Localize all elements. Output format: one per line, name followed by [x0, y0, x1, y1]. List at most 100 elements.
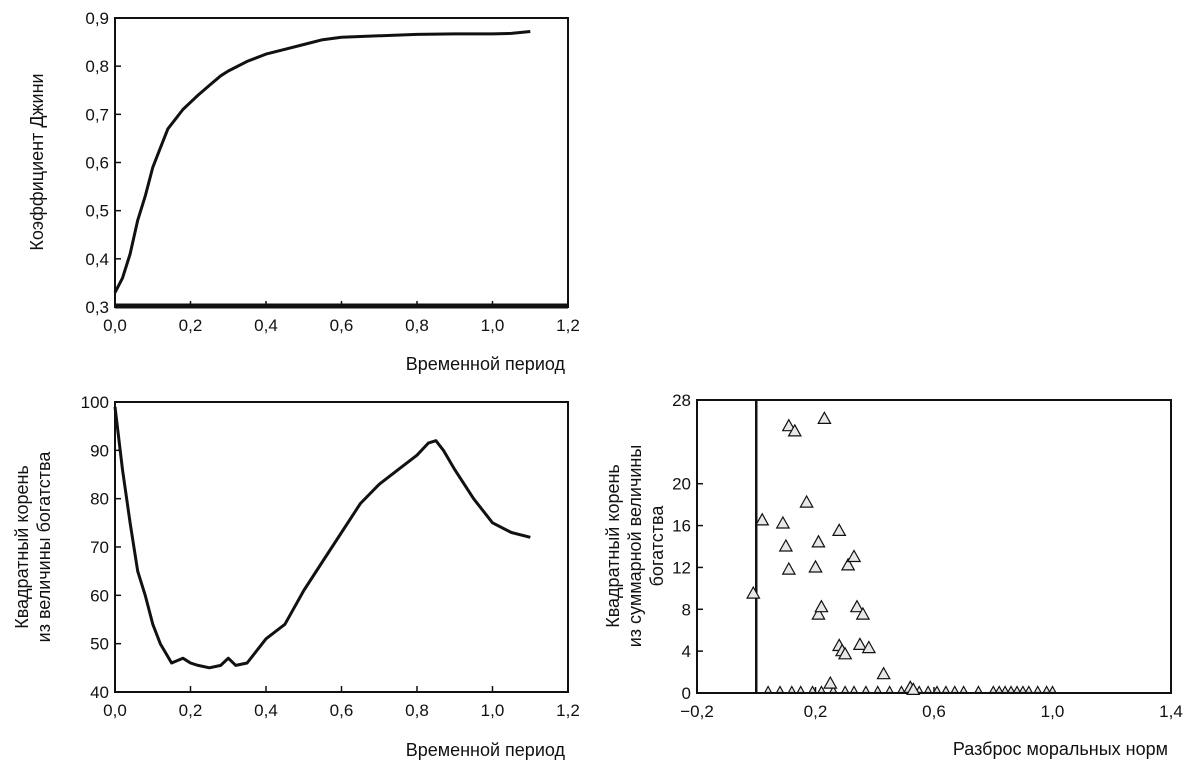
gini-x-tick-label: 0,6: [330, 316, 354, 335]
gini-x-tick-label: 1,0: [481, 316, 505, 335]
scatter-x-tick-label: 0,6: [922, 702, 946, 721]
scatter-point: [831, 523, 847, 537]
scatter-baseline-point: [994, 685, 1004, 694]
scatter-point: [781, 561, 797, 575]
wealth-x-ticks: 0,0 0,2 0,4 0,6 0,8 1,0 1,2: [103, 686, 580, 720]
gini-y-tick-label: 0,5: [85, 202, 109, 221]
scatter-point: [852, 637, 868, 651]
scatter-y-tick-label: 4: [682, 642, 691, 661]
gini-y-axis-label: Коэффициент Джини: [27, 73, 47, 250]
wealth-chart: 40 50 60 70 80 90 100 0,0 0,2 0,4 0,6 0,8 1,0 1,2 Вр…: [12, 393, 580, 760]
scatter-x-ticks: −0,2 0,2 0,6 1,0 1,4: [680, 687, 1183, 721]
gini-x-tick-label: 0,0: [103, 316, 127, 335]
gini-x-axis-label: Временной период: [406, 354, 566, 374]
scatter-x-axis-label: Разброс моральных норм: [953, 739, 1168, 759]
scatter-point: [787, 423, 802, 437]
wealth-line: [113, 406, 531, 670]
scatter-point: [754, 512, 770, 526]
scatter-baseline-point: [932, 685, 942, 694]
wealth-y-tick-label: 100: [81, 393, 109, 412]
scatter-baseline-point: [808, 685, 817, 694]
scatter-baseline-point: [885, 685, 894, 694]
scatter-y-tick-label: 0: [682, 684, 691, 703]
moral-scatter-chart: 0 4 8 12 16 20 28 −0,2 0,2 0,6 1,0 1,4 Разброс мор…: [603, 391, 1183, 759]
wealth-x-axis-label: Временной период: [406, 740, 566, 760]
wealth-x-tick-label: 1,0: [481, 701, 505, 720]
scatter-points: [746, 411, 921, 696]
gini-y-tick-label: 0,7: [85, 105, 109, 124]
scatter-point: [849, 599, 865, 613]
wealth-x-tick-label: 1,2: [556, 701, 580, 720]
scatter-baseline-point: [1042, 685, 1051, 694]
wealth-y-axis-label-line-2: из величины богатства: [34, 451, 54, 643]
scatter-x-tick-label: −0,2: [680, 702, 714, 721]
wealth-x-tick-label: 0,8: [405, 701, 429, 720]
scatter-y-tick-label: 20: [672, 475, 691, 494]
wealth-y-tick-label: 90: [90, 441, 109, 460]
wealth-y-tick-label: 60: [90, 586, 109, 605]
scatter-baseline-point: [974, 685, 983, 694]
scatter-point: [781, 418, 797, 432]
scatter-point: [775, 515, 791, 529]
scatter-x-tick-label: 0,2: [804, 702, 828, 721]
scatter-baseline-point: [923, 685, 933, 694]
scatter-baseline-point: [1000, 685, 1010, 694]
scatter-baseline-point: [1006, 685, 1016, 694]
scatter-y-axis-label-line-3: богатства: [647, 505, 667, 587]
wealth-y-ticks: 40 50 60 70 80 90 100: [81, 393, 121, 702]
scatter-point: [861, 640, 877, 654]
scatter-point: [746, 585, 761, 599]
scatter-point: [876, 666, 891, 680]
scatter-point: [906, 682, 921, 696]
scatter-baseline-point: [817, 685, 826, 694]
gini-x-tick-label: 0,2: [179, 316, 203, 335]
scatter-baseline-point: [840, 685, 850, 694]
scatter-y-ticks: 0 4 8 12 16 20 28: [672, 391, 703, 703]
gini-y-tick-label: 0,6: [85, 154, 109, 173]
scatter-y-axis-label-line-1: Квадратный корень: [603, 464, 623, 628]
wealth-y-tick-label: 70: [90, 538, 109, 557]
gini-x-ticks: 0,0 0,2 0,4 0,6 0,8 1,0 1,2: [103, 301, 580, 335]
scatter-baseline-point: [941, 685, 951, 694]
scatter-y-tick-label: 8: [682, 600, 691, 619]
scatter-y-tick-label: 16: [672, 517, 691, 536]
scatter-point: [814, 599, 829, 613]
scatter-point: [808, 559, 823, 573]
gini-plot-frame: [114, 17, 569, 308]
scatter-baseline-point: [988, 685, 998, 694]
scatter-point: [799, 494, 814, 508]
scatter-point: [811, 534, 826, 548]
scatter-baseline-point: [787, 685, 797, 694]
wealth-x-tick-label: 0,2: [179, 701, 203, 720]
scatter-baseline-point: [1012, 685, 1022, 694]
scatter-point: [817, 411, 832, 424]
scatter-baseline-point: [796, 685, 806, 694]
scatter-baseline-point: [1018, 685, 1028, 694]
gini-y-tick-label: 0,9: [85, 9, 109, 28]
scatter-baseline-point: [849, 685, 859, 694]
scatter-baseline-point: [775, 685, 785, 694]
scatter-baseline-points: [763, 685, 1057, 694]
scatter-x-tick-label: 1,4: [1159, 702, 1183, 721]
scatter-baseline-point: [828, 685, 838, 694]
gini-chart: 0,3 0,4 0,5 0,6 0,7 0,8 0,9 0,0 0,2 0,4 0,6 0,8 1,0…: [27, 9, 580, 374]
scatter-baseline-point: [1048, 685, 1057, 694]
wealth-series: [113, 406, 531, 670]
scatter-baseline-point: [1024, 685, 1034, 694]
wealth-x-tick-label: 0,6: [330, 701, 354, 720]
wealth-y-axis-label-line-1: Квадратный корень: [12, 465, 32, 629]
scatter-point: [840, 557, 856, 571]
gini-x-tick-label: 0,4: [254, 316, 278, 335]
gini-x-tick-label: 0,8: [405, 316, 429, 335]
scatter-point: [846, 549, 862, 563]
scatter-y-axis-label-line-2: из суммарной величины: [625, 445, 645, 648]
wealth-plot-frame: [114, 401, 569, 693]
gini-x-tick-label: 1,2: [556, 316, 580, 335]
gini-line: [113, 30, 531, 294]
gini-y-tick-label: 0,8: [85, 57, 109, 76]
scatter-point: [823, 675, 838, 689]
scatter-y-tick-label: 28: [672, 391, 691, 410]
scatter-baseline-point: [861, 685, 871, 694]
scatter-y-tick-label: 12: [672, 558, 691, 577]
scatter-point: [837, 646, 853, 660]
